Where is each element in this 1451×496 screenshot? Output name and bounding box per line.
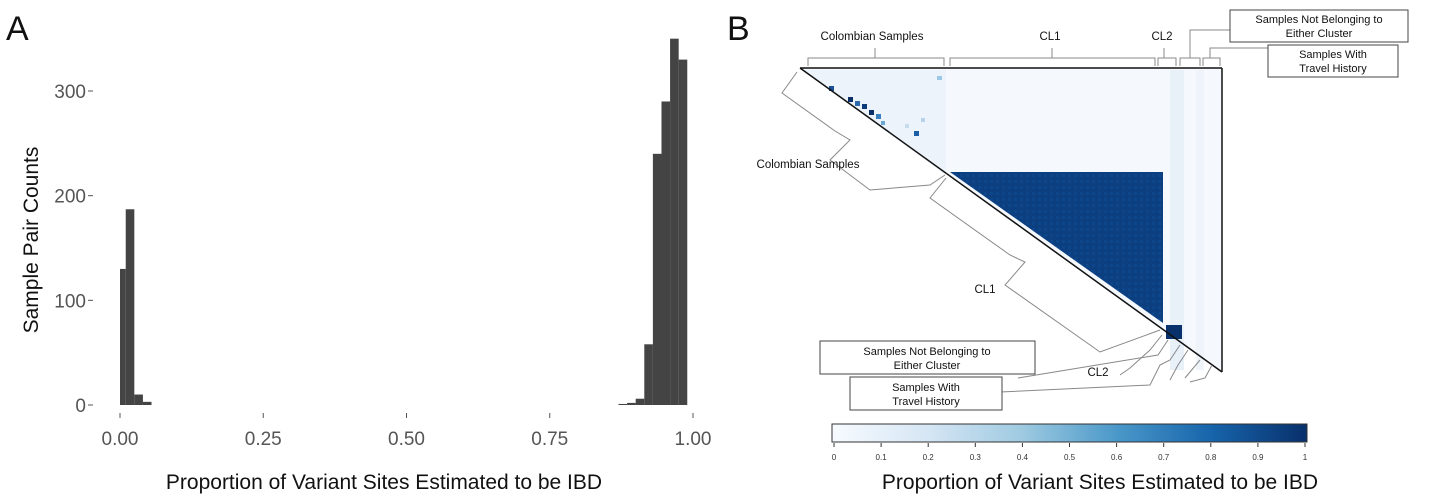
- histogram-bar: [134, 394, 143, 405]
- top-box-travel-line1: Samples With: [1299, 49, 1367, 61]
- top-label-cl1: CL1: [1039, 31, 1060, 43]
- heatmap-light-column: [1170, 70, 1184, 370]
- diag-label-cl2: CL2: [1087, 367, 1108, 379]
- bottom-box-not-belonging: [819, 340, 1036, 375]
- top-brackets: [807, 29, 1268, 66]
- x-tick-label: 0.25: [245, 429, 282, 450]
- bottom-box-travel: [849, 376, 1003, 411]
- bottom-box-travel-line1: Samples With: [892, 382, 960, 394]
- top-box-travel-line2: Travel History: [1299, 63, 1367, 75]
- colorbar: [831, 423, 1308, 443]
- colorbar-tick-label: 0.9: [1252, 453, 1264, 462]
- histogram-bar: [678, 59, 688, 405]
- top-box-travel: [1267, 44, 1399, 78]
- histogram-panel: 0 100 200 300 0.00 0.25 0.50 0.75 1.00: [54, 38, 712, 450]
- histogram-bar: [627, 402, 636, 405]
- x-tick-label: 0.50: [388, 429, 425, 450]
- histogram-bar: [635, 398, 645, 405]
- diag-label-colombian: Colombian Samples: [757, 159, 860, 171]
- y-axis-title: Sample Pair Counts: [20, 147, 43, 334]
- histogram-bar: [618, 403, 628, 405]
- y-axis: 0 100 200 300: [54, 82, 93, 417]
- colorbar-tick-label: 0.3: [970, 453, 982, 462]
- top-label-cl2: CL2: [1151, 31, 1172, 43]
- colorbar-tick-label: 0.2: [923, 453, 935, 462]
- histogram-bar: [125, 209, 135, 405]
- bottom-box-not-belonging-line2: Either Cluster: [894, 360, 961, 372]
- diagonal-line: [799, 67, 1223, 373]
- bottom-box-travel-line2: Travel History: [892, 396, 960, 408]
- colorbar-tick-label: 0.5: [1064, 453, 1076, 462]
- colorbar-tick-label: 0: [832, 453, 837, 462]
- top-box-not-belonging-line1: Samples Not Belonging to: [1255, 14, 1382, 26]
- colorbar-tick-label: 0.1: [876, 453, 888, 462]
- cl1-block: [950, 172, 1163, 323]
- histogram-bar: [644, 344, 653, 405]
- y-tick-label: 100: [54, 291, 86, 312]
- histogram-bar: [120, 268, 126, 405]
- diagonal-brackets: [781, 71, 1213, 393]
- bottom-box-not-belonging-line1: Samples Not Belonging to: [863, 346, 990, 358]
- colorbar-tick-label: 0.8: [1205, 453, 1217, 462]
- panel-b-letter: B: [727, 10, 750, 48]
- x-axis-title-b: Proportion of Variant Sites Estimated to…: [882, 471, 1318, 494]
- colorbar-tick-label: 0.4: [1017, 453, 1029, 462]
- top-label-colombian: Colombian Samples: [821, 31, 924, 43]
- y-tick-label: 200: [54, 187, 86, 208]
- heatmap-panel: Colombian Samples CL1 CL2 Samples Not Be…: [757, 9, 1409, 462]
- cl2-block: [1166, 325, 1182, 339]
- x-tick-label: 0.75: [531, 429, 568, 450]
- histogram-bar: [652, 153, 662, 405]
- colorbar-ticks: 0 0.1 0.2 0.3 0.4 0.5 0.6 0.7 0.8 0.9 1: [832, 443, 1308, 462]
- histogram-bar: [142, 401, 152, 405]
- x-tick-label: 1.00: [675, 429, 712, 450]
- top-box-not-belonging: [1229, 9, 1409, 43]
- colombian-cells: [829, 76, 942, 136]
- histogram-bars: [120, 38, 688, 406]
- histogram-bar: [670, 38, 679, 406]
- histogram-bar: [661, 101, 671, 405]
- panel-a-letter: A: [6, 10, 29, 48]
- colorbar-tick-label: 0.7: [1158, 453, 1170, 462]
- x-axis: 0.00 0.25 0.50 0.75 1.00: [102, 413, 712, 450]
- x-axis-title-a: Proportion of Variant Sites Estimated to…: [166, 471, 602, 494]
- top-box-not-belonging-line2: Either Cluster: [1286, 28, 1353, 40]
- y-tick-label: 300: [54, 82, 86, 103]
- colorbar-tick-label: 0.6: [1111, 453, 1123, 462]
- y-tick-label: 0: [75, 396, 86, 417]
- x-tick-label: 0.00: [102, 429, 139, 450]
- heatmap-light-column-2: [1196, 70, 1204, 370]
- diag-label-cl1: CL1: [974, 284, 995, 296]
- colorbar-tick-label: 1: [1303, 453, 1308, 462]
